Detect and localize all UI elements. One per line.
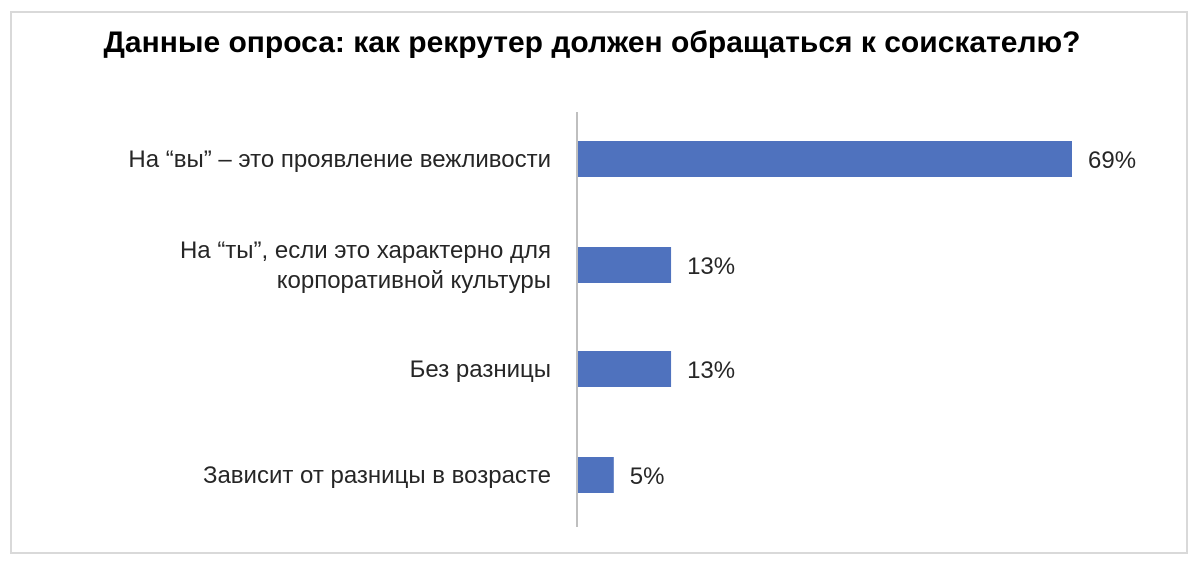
bar-2 — [578, 247, 672, 283]
bars — [578, 141, 1072, 493]
bar-1 — [578, 141, 1072, 177]
data-label-4: 5% — [630, 463, 665, 490]
category-label-3: Без разницы — [410, 356, 551, 383]
category-labels: На “вы” – это проявление вежливости На “т… — [128, 146, 551, 489]
data-labels: 69% 13% 13% 5% — [630, 147, 1136, 490]
category-label-2-line-1: На “ты”, если это характерно для — [180, 237, 551, 264]
bar-3 — [578, 351, 672, 387]
data-label-1: 69% — [1088, 147, 1136, 174]
category-label-4: Зависит от разницы в возрасте — [203, 462, 551, 489]
category-label-2-line-2: корпоративной культуры — [277, 267, 551, 294]
chart-title: Данные опроса: как рекрутер должен обращ… — [0, 24, 1200, 62]
bar-4 — [578, 457, 614, 493]
data-label-3: 13% — [687, 357, 735, 384]
data-label-2: 13% — [687, 253, 735, 280]
chart-title-text: Данные опроса: как рекрутер должен обращ… — [103, 26, 1081, 59]
category-label-1: На “вы” – это проявление вежливости — [128, 146, 551, 173]
